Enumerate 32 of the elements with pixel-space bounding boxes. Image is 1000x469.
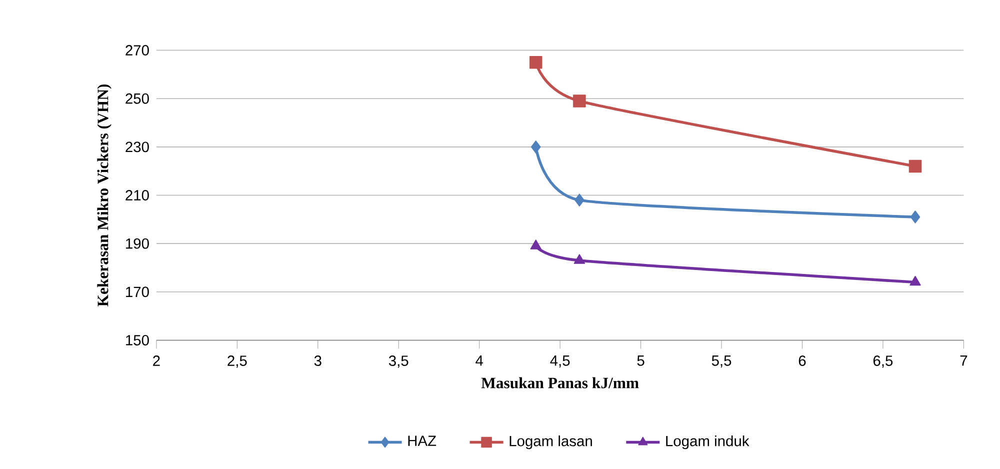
x-tick-label: 7 xyxy=(960,355,968,366)
point xyxy=(910,210,920,224)
point xyxy=(908,160,922,173)
y-tick-label: 190 xyxy=(126,238,149,249)
x-tick-label: 4 xyxy=(476,355,483,366)
y-tick-label: 250 xyxy=(126,93,149,104)
y-tick-label: 270 xyxy=(126,44,149,56)
legend-label: HAZ xyxy=(408,436,436,446)
point xyxy=(574,194,584,206)
y-tick-label: 210 xyxy=(126,190,149,200)
x-tick-label: 2 xyxy=(153,355,160,366)
x-tick-label: 4,5 xyxy=(550,355,570,368)
y-tick-label: 150 xyxy=(126,334,149,346)
legend-label: Logam induk xyxy=(666,435,750,450)
point xyxy=(530,140,541,154)
point xyxy=(910,276,921,286)
x-tick-label: 5 xyxy=(637,355,644,366)
point xyxy=(529,56,542,69)
x-tick-label: 3,5 xyxy=(388,355,408,368)
legend-label: Logam lasan xyxy=(510,435,592,450)
x-axis-title: Masukan Panas kJ/mm xyxy=(481,377,639,388)
y-axis-title: Kekerasan Mikro Vickers (VHN) xyxy=(97,84,112,306)
y-tick-label: 230 xyxy=(126,142,149,152)
x-tick-label: 6 xyxy=(798,355,806,366)
x-tick-label: 5,5 xyxy=(712,355,732,368)
point xyxy=(573,94,586,108)
y-tick-label: 170 xyxy=(126,286,149,297)
point xyxy=(530,239,542,250)
x-tick-label: 6,5 xyxy=(873,355,893,368)
x-tick-label: 2,5 xyxy=(228,355,247,368)
x-tick-label: 3 xyxy=(314,355,322,366)
point xyxy=(574,254,586,264)
